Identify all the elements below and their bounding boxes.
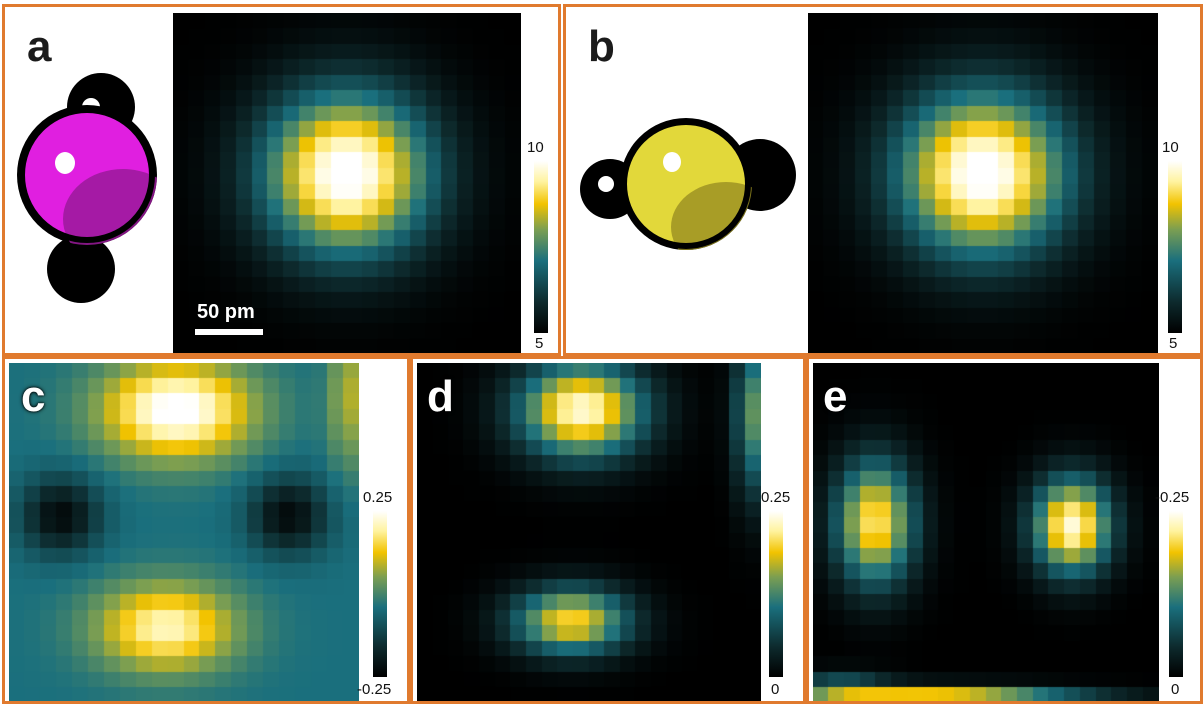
panel-b-label: b: [588, 22, 615, 71]
afm-image-c: [9, 363, 359, 701]
colorbar-e-max: -0.25: [1155, 489, 1190, 506]
panel-c-label: c: [21, 372, 46, 421]
colorbar-b-min: 5: [1169, 335, 1178, 352]
panel-d-label: d: [427, 372, 454, 421]
molecule-b-diagram: [580, 118, 796, 250]
afm-image-e: [813, 363, 1159, 701]
colorbar-c-min: -0.25: [357, 681, 392, 698]
panel-d: d 0.25 0: [410, 356, 806, 704]
panel-b: b 10 5: [563, 4, 1203, 356]
colorbar-c: [373, 511, 387, 677]
scale-bar-label: 50 pm: [197, 301, 255, 323]
colorbar-a-min: 5: [535, 335, 544, 352]
afm-image-a: [173, 13, 521, 353]
colorbar-e-min: 0: [1171, 681, 1180, 698]
colorbar-c-max: 0.25: [363, 489, 393, 506]
colorbar-b-max: 10: [1162, 139, 1179, 156]
colorbar-a-max: 10: [527, 139, 544, 156]
scale-bar: [195, 329, 263, 335]
colorbar-b: [1168, 161, 1182, 333]
colorbar-d: [769, 511, 783, 677]
afm-image-d: [417, 363, 761, 701]
molecule-a-diagram: [17, 73, 157, 303]
panel-a: a 50 pm 10 5: [2, 4, 561, 356]
colorbar-d-min: 0: [771, 681, 780, 698]
panel-a-label: a: [27, 22, 52, 71]
colorbar-d-max: 0.25: [761, 489, 791, 506]
panel-e: e -0.25 0: [806, 356, 1203, 704]
panel-c: c 0.25 -0.25: [2, 356, 410, 704]
colorbar-a: [534, 161, 548, 333]
panel-e-label: e: [823, 372, 848, 421]
afm-image-b: [808, 13, 1158, 353]
colorbar-e: [1169, 511, 1183, 677]
